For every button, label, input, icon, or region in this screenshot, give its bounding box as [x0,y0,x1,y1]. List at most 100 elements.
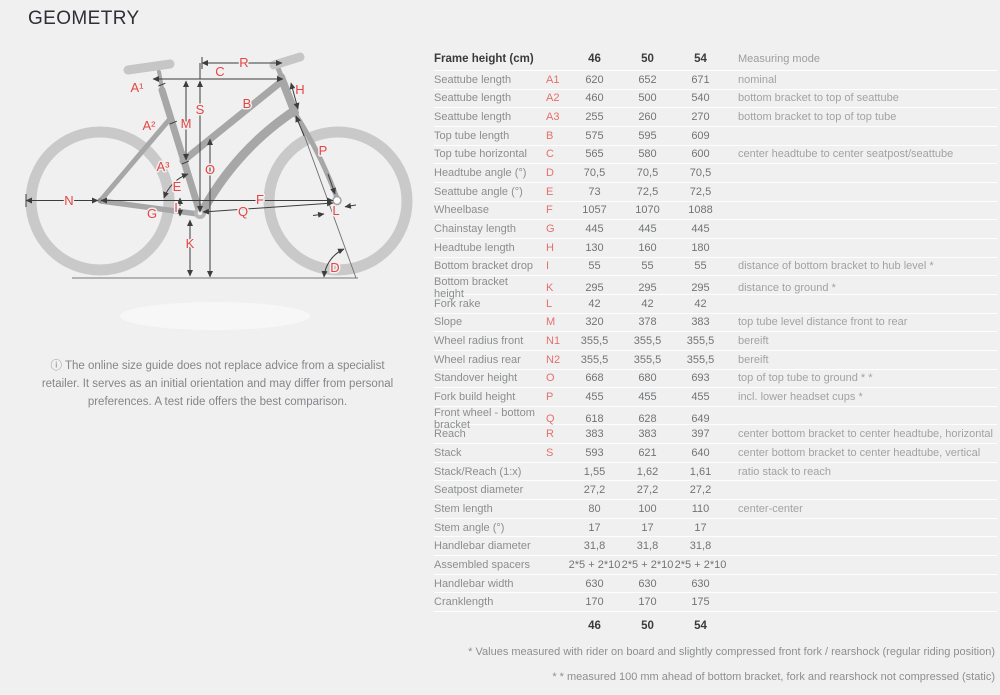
spec-value-54: 671 [691,73,710,86]
table-row: Slope M 320 378 383 top tube level distance f… [434,314,997,333]
table-row: Headtube angle (°) D 70,5 70,5 70,5 [434,164,997,183]
bike-geometry-diagram: A¹ A² A³ B C D E F G H I K L M N O P Q R… [10,48,440,340]
spec-value-50: 580 [638,148,657,161]
spec-value-46: 1057 [582,204,607,217]
spec-measuring-mode: bottom bracket to top of top tube [738,111,897,124]
spec-value-50: 630 [638,577,657,590]
spec-letter: N1 [546,335,561,348]
spec-label: Top tube horizontal [434,148,527,161]
spec-value-50: 355,5 [633,353,662,366]
label-e-icon: E [173,179,182,194]
size-column-header-50: 50 [641,53,654,65]
spec-letter: I [546,260,550,273]
spec-label: Fork rake [434,297,481,310]
label-a1-icon: A¹ [131,80,145,95]
table-row: Stack S 593 621 640 center bottom bracket to … [434,444,997,463]
spec-measuring-mode: center bottom bracket to center headtube… [738,446,981,459]
bike-shadow [120,302,310,330]
size-guide-note: ⓘ The online size guide does not replace… [30,358,405,411]
footnote-double-asterisk: * * measured 100 mm ahead of bottom brac… [552,671,995,683]
spec-value-46: 575 [585,129,604,142]
spec-measuring-mode: bereift [738,335,769,348]
label-f-icon: F [256,192,264,207]
spec-value-50: 31,8 [636,540,659,553]
spec-measuring-mode: center bottom bracket to center headtube… [738,428,993,441]
spec-value-46: 170 [585,596,604,609]
footnotes: * Values measured with rider on board an… [295,646,995,695]
spec-letter: M [546,316,556,329]
spec-letter: B [546,129,554,142]
spec-measuring-mode: nominal [738,73,777,86]
table-row: Top tube length B 575 595 609 [434,127,997,146]
spec-value-46: 70,5 [583,167,606,180]
spec-measuring-mode: bottom bracket to top of seattube [738,92,899,105]
spec-value-54: 110 [691,502,710,515]
spec-value-50: 2*5 + 2*10 [621,558,674,571]
seat-tube [158,86,204,217]
footnote-single-asterisk: * Values measured with rider on board an… [468,646,995,658]
spec-letter: C [546,148,554,161]
spec-value-46: 73 [588,185,601,198]
spec-value-50: 621 [638,446,657,459]
spec-value-50: 27,2 [636,484,659,497]
spec-value-54: 295 [691,282,710,295]
table-row: Cranklength 170 170 175 [434,593,997,613]
top-tube [179,77,286,165]
spec-value-50: 652 [638,73,657,86]
spec-value-54: 455 [691,390,710,403]
spec-measuring-mode: incl. lower headset cups * [738,390,863,403]
spec-value-50: 1,62 [636,465,659,478]
spec-value-50: 680 [638,372,657,385]
spec-value-50: 500 [638,92,657,105]
spec-value-50: 17 [641,521,654,534]
spec-letter: N2 [546,353,561,366]
spec-value-50: 160 [638,241,657,254]
spec-value-54: 649 [691,412,710,425]
spec-letter: A1 [546,73,560,86]
spec-value-54: 2*5 + 2*10 [674,558,727,571]
spec-value-54: 27,2 [689,484,712,497]
spec-label: Bottom bracket drop [434,260,534,273]
spec-letter: A3 [546,111,560,124]
label-n-icon: N [64,193,73,208]
footer-size-46: 46 [588,620,601,633]
spec-value-50: 42 [641,297,654,310]
seatstay [98,117,172,203]
spec-label: Reach [434,428,466,441]
spec-label: Seattube length [434,92,512,105]
table-footer-row: 46 50 54 [434,613,997,639]
table-row: Reach R 383 383 397 center bottom bracket to … [434,425,997,445]
spec-measuring-mode: ratio stack to reach [738,465,831,478]
spec-value-46: 355,5 [580,335,609,348]
spec-value-46: 80 [588,502,601,515]
table-row: Seattube length A3 255 260 270 bottom bracket… [434,108,997,127]
size-guide-note-text: The online size guide does not replace a… [41,360,394,408]
size-column-header-54: 54 [694,53,707,65]
table-row: Seatpost diameter 27,2 27,2 27,2 [434,481,997,501]
spec-value-46: 42 [588,297,601,310]
spec-label: Assembled spacers [434,558,530,571]
table-row: Handlebar diameter 31,8 31,8 31,8 [434,537,997,557]
spec-value-50: 100 [638,502,657,515]
spec-letter: G [546,223,555,236]
spec-label: Standover height [434,372,518,385]
table-row: Fork build height P 455 455 455 incl. lower h… [434,388,997,407]
geometry-spec-table: Frame height (cm) 46 50 54 Measuring mod… [434,48,997,639]
spec-value-46: 460 [585,92,604,105]
spec-value-54: 1,61 [689,465,712,478]
spec-letter: R [546,428,554,441]
spec-value-46: 455 [585,390,604,403]
spec-value-46: 355,5 [580,353,609,366]
footer-size-50: 50 [641,620,654,633]
spec-value-54: 175 [691,596,710,609]
spec-value-54: 55 [694,260,707,273]
spec-value-54: 180 [691,241,710,254]
table-row: Wheel radius front N1 355,5 355,5 355,5 berei… [434,332,997,351]
table-row: Stem length 80 100 110 center-center [434,500,997,519]
spec-value-50: 295 [638,282,657,295]
spec-value-54: 540 [691,92,710,105]
spec-label: Cranklength [434,596,494,609]
spec-value-46: 2*5 + 2*10 [568,558,621,571]
spec-value-54: 70,5 [689,167,712,180]
spec-value-50: 170 [638,596,657,609]
